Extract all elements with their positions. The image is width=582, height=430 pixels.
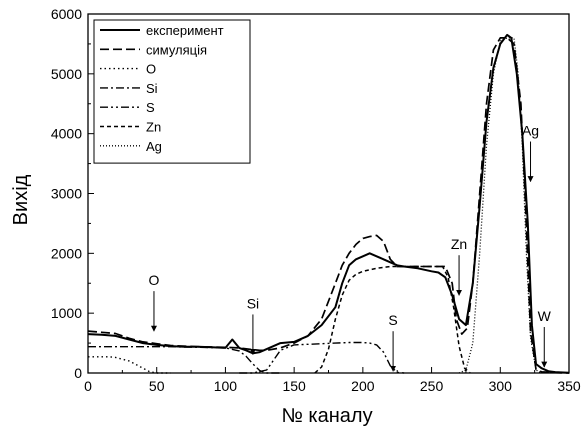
x-tick-label: 350 xyxy=(557,378,581,394)
legend-label: експеримент xyxy=(146,23,224,38)
annotation-label: O xyxy=(149,272,160,288)
x-tick-label: 50 xyxy=(149,378,165,394)
annotation-label: Ag xyxy=(522,123,539,139)
x-tick-label: 300 xyxy=(489,378,513,394)
x-tick-label: 150 xyxy=(282,378,306,394)
series-group xyxy=(87,33,570,374)
annotation-label: Zn xyxy=(451,236,467,252)
y-tick-label: 1000 xyxy=(51,305,82,321)
series-line-Si xyxy=(88,346,281,374)
y-tick-label: 0 xyxy=(74,365,82,381)
annotation-label: Si xyxy=(247,295,259,311)
y-tick-label: 6000 xyxy=(51,6,82,22)
y-tick-label: 3000 xyxy=(51,186,82,202)
annotation-group: O Si S Zn Ag W xyxy=(149,123,552,372)
series-line-Ag xyxy=(458,37,542,374)
y-tick-label: 4000 xyxy=(51,126,82,142)
plot-frame-group: 0 50 100 150 200 250 300 350 0 1000 2000 3000 4000 50… xyxy=(51,6,581,394)
annotation-label: S xyxy=(388,312,397,328)
y-axis-title: Вихід xyxy=(10,174,32,225)
legend-label: Ag xyxy=(146,139,162,154)
annotation-label: W xyxy=(538,308,552,324)
y-tick-label: 5000 xyxy=(51,66,82,82)
series-line-O xyxy=(88,356,171,374)
legend-label: O xyxy=(146,62,156,77)
legend: експеримент симуляція O Si S Zn Ag xyxy=(93,19,251,164)
legend-label: S xyxy=(146,100,155,115)
legend-box xyxy=(93,19,251,164)
x-tick-label: 200 xyxy=(351,378,375,394)
x-tick-label: 100 xyxy=(214,378,238,394)
y-tick-label: 2000 xyxy=(51,245,82,261)
legend-label: симуляція xyxy=(146,42,207,57)
legend-label: Zn xyxy=(146,120,161,135)
x-tick-label: 250 xyxy=(420,378,444,394)
x-axis-title: № каналу xyxy=(281,405,372,427)
series-line-Zn xyxy=(314,265,471,374)
legend-label: Si xyxy=(146,81,158,96)
series-line-S xyxy=(239,341,405,374)
x-tick-label: 0 xyxy=(84,378,92,394)
